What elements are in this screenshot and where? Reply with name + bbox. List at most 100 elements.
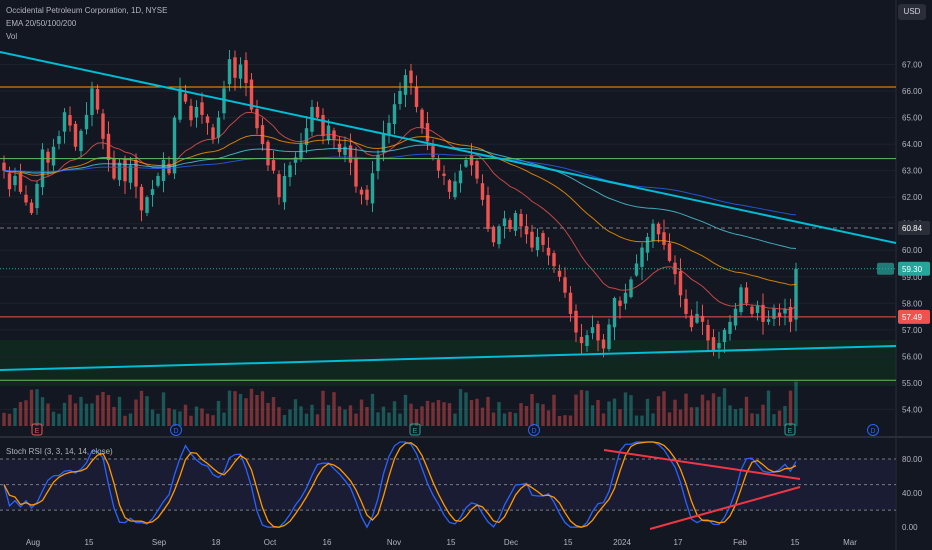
candle-body — [392, 104, 397, 125]
candle-body — [2, 162, 6, 171]
candle-body — [189, 105, 193, 121]
stoch-rsi-legend[interactable]: Stoch RSI (3, 3, 14, 14, close) — [6, 447, 113, 456]
badge-frame — [867, 424, 879, 436]
volume-bar — [541, 404, 545, 426]
volume-bar — [35, 389, 39, 426]
volume-bar — [260, 391, 265, 426]
volume-bar — [623, 392, 628, 426]
candle-body — [337, 143, 342, 153]
volume-bar — [310, 404, 314, 426]
dividend-badge[interactable]: D — [528, 424, 540, 436]
dividend-badge[interactable]: D — [170, 424, 182, 436]
candle-body — [535, 236, 540, 251]
candle-body — [761, 304, 765, 322]
volume-legend[interactable]: Vol — [6, 32, 18, 41]
earnings-badge[interactable]: E — [409, 423, 421, 436]
volume-bar — [656, 396, 661, 426]
volume-bar — [458, 389, 463, 426]
candle-body — [348, 145, 353, 163]
volume-bar — [90, 403, 94, 426]
candle-body — [777, 312, 782, 317]
volume-bar — [431, 402, 435, 426]
candle-body — [227, 59, 232, 85]
badge-letter: D — [173, 428, 178, 435]
price-tick-label: 63.00 — [902, 167, 923, 176]
earnings-badge[interactable]: E — [784, 423, 796, 436]
time-axis-label: 18 — [212, 538, 221, 547]
candle-body — [684, 298, 688, 314]
volume-bar — [414, 409, 419, 426]
candle-body — [436, 159, 441, 171]
candle-body — [794, 268, 798, 320]
price-tag-box — [898, 261, 930, 276]
candle-body — [629, 279, 633, 297]
stoch-tick-label: 0.00 — [902, 523, 918, 532]
volume-bar — [513, 413, 518, 426]
volume-bar — [315, 414, 320, 426]
volume-bar — [244, 398, 248, 426]
candle-body — [354, 157, 358, 187]
volume-bar — [651, 413, 655, 426]
candle-body — [304, 128, 309, 145]
volume-bar — [321, 390, 325, 426]
candle-body — [128, 165, 133, 183]
volume-bar — [304, 413, 309, 426]
volume-bar — [497, 402, 501, 426]
volume-bar — [95, 395, 100, 426]
volume-bar — [706, 400, 710, 426]
candle-body — [161, 160, 166, 182]
candle-body — [766, 319, 771, 322]
earnings-badge[interactable]: E — [31, 423, 43, 436]
badge-frame — [528, 424, 540, 436]
candle-body — [612, 297, 617, 328]
candle-body — [370, 173, 375, 204]
candle-body — [447, 180, 452, 192]
time-axis-label: Feb — [733, 538, 747, 547]
dividend-badge[interactable]: D — [867, 424, 879, 436]
candle-body — [651, 223, 655, 242]
volume-bar — [249, 388, 254, 426]
time-axis-label: 15 — [791, 538, 800, 547]
candle-body — [453, 181, 457, 198]
volume-bar — [343, 409, 347, 426]
volume-bar — [326, 405, 331, 426]
candle-body — [211, 127, 215, 139]
volume-bar — [282, 415, 287, 426]
volume-bar — [436, 400, 441, 426]
volume-bar — [216, 400, 221, 426]
volume-bar — [728, 405, 732, 426]
volume-bar — [150, 409, 155, 426]
candle-body — [260, 125, 265, 145]
ema-legend[interactable]: EMA 20/50/100/200 — [6, 19, 77, 28]
volume-bar — [612, 398, 617, 426]
badge-letter: E — [413, 428, 418, 435]
time-axis-label: 17 — [674, 538, 683, 547]
volume-bar — [794, 381, 798, 426]
volume-bar — [139, 390, 144, 426]
candle-body — [398, 91, 402, 105]
candle-body — [469, 154, 474, 166]
volume-bar — [398, 413, 402, 426]
candle-body — [508, 219, 512, 229]
candle-body — [788, 306, 793, 322]
candle-body — [205, 116, 210, 123]
volume-bar — [530, 394, 534, 426]
volume-bar — [469, 400, 474, 426]
volume-bar — [112, 406, 116, 426]
candle-body — [233, 57, 237, 78]
volume-bar — [673, 399, 677, 426]
candle-body — [739, 287, 743, 313]
candle-body — [783, 308, 787, 314]
candle-body — [645, 236, 650, 253]
volume-bar — [161, 392, 166, 426]
divergence-upper — [603, 449, 801, 480]
candle-body — [700, 315, 705, 322]
candle-body — [656, 223, 661, 235]
candle-body — [106, 133, 111, 161]
volume-bar — [447, 403, 452, 426]
candle-body — [145, 197, 149, 213]
candle-body — [62, 112, 67, 132]
currency-button[interactable]: USD — [898, 4, 926, 20]
volume-bar — [629, 395, 633, 426]
